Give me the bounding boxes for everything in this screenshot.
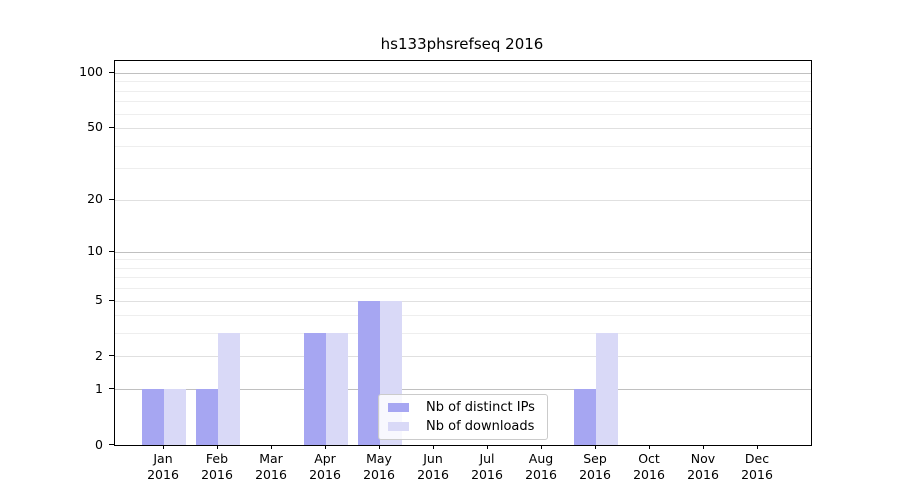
gridline-minor-40 — [115, 145, 811, 147]
gridline-50 — [115, 127, 811, 129]
chart-title: hs133phsrefseq 2016 — [380, 35, 544, 53]
y-tick-label-5: 5 — [95, 292, 103, 308]
bar-distinct-ips-sep — [574, 389, 596, 445]
legend-entry-distinct-ips: Nb of distinct IPs — [379, 398, 547, 417]
x-tick-mark-oct — [648, 445, 650, 449]
x-tick-mark-feb — [216, 445, 218, 449]
x-tick-mark-nov — [702, 445, 704, 449]
gridline-minor-4 — [115, 315, 811, 317]
x-tick-label-jul: Jul 2016 — [471, 451, 503, 482]
legend: Nb of distinct IPs Nb of downloads — [378, 394, 548, 440]
gridline-20 — [115, 199, 811, 201]
x-tick-mark-may — [378, 445, 380, 449]
y-tick-mark-1 — [109, 388, 114, 390]
x-tick-mark-dec — [756, 445, 758, 449]
x-tick-mark-jun — [432, 445, 434, 449]
y-tick-mark-100 — [109, 71, 114, 73]
gridline-5 — [115, 300, 811, 302]
bar-distinct-ips-feb — [196, 389, 218, 445]
x-tick-mark-aug — [540, 445, 542, 449]
y-tick-label-1: 1 — [95, 380, 103, 396]
bar-downloads-feb — [218, 333, 240, 445]
x-tick-label-jan: Jan 2016 — [147, 451, 179, 482]
y-tick-mark-2 — [109, 355, 114, 357]
y-tick-label-10: 10 — [87, 243, 103, 259]
x-tick-mark-sep — [594, 445, 596, 449]
bar-downloads-jan — [164, 389, 186, 445]
gridline-100 — [115, 72, 811, 74]
y-tick-mark-0 — [109, 444, 114, 445]
y-tick-label-20: 20 — [87, 191, 103, 206]
y-tick-label-0: 0 — [95, 436, 103, 452]
gridline-minor-9 — [115, 259, 811, 261]
bar-distinct-ips-apr — [304, 333, 326, 445]
x-tick-mark-apr — [324, 445, 326, 449]
plot-area: Nb of distinct IPs Nb of downloads — [114, 60, 812, 446]
bar-downloads-apr — [326, 333, 348, 445]
gridline-minor-70 — [115, 101, 811, 103]
x-tick-label-apr: Apr 2016 — [309, 451, 341, 482]
bar-distinct-ips-may — [358, 300, 380, 445]
gridline-minor-80 — [115, 90, 811, 92]
x-tick-label-nov: Nov 2016 — [687, 451, 719, 482]
x-tick-label-feb: Feb 2016 — [201, 451, 233, 482]
legend-label-distinct-ips: Nb of distinct IPs — [426, 400, 535, 415]
x-tick-label-jun: Jun 2016 — [417, 451, 449, 482]
bar-distinct-ips-jan — [142, 389, 164, 445]
y-tick-mark-10 — [109, 250, 114, 252]
x-tick-mark-mar — [270, 445, 272, 449]
y-tick-mark-20 — [109, 198, 114, 200]
x-tick-label-dec: Dec 2016 — [741, 451, 773, 482]
gridline-10 — [115, 251, 811, 253]
gridline-minor-90 — [115, 81, 811, 83]
x-tick-label-aug: Aug 2016 — [525, 451, 557, 482]
legend-swatch-downloads — [388, 422, 409, 431]
y-tick-mark-50 — [109, 126, 114, 128]
y-tick-mark-5 — [109, 299, 114, 301]
legend-label-downloads: Nb of downloads — [426, 419, 535, 434]
y-tick-label-50: 50 — [87, 119, 103, 135]
x-tick-label-may: May 2016 — [363, 451, 395, 482]
x-tick-mark-jul — [486, 445, 488, 449]
y-tick-label-100: 100 — [79, 64, 103, 80]
gridline-minor-60 — [115, 113, 811, 115]
gridline-minor-6 — [115, 288, 811, 290]
y-tick-label-2: 2 — [95, 347, 103, 363]
x-tick-label-sep: Sep 2016 — [579, 451, 611, 482]
x-tick-label-mar: Mar 2016 — [255, 451, 287, 482]
legend-swatch-distinct-ips — [388, 403, 409, 412]
x-tick-label-oct: Oct 2016 — [633, 451, 665, 482]
bar-downloads-sep — [596, 333, 618, 445]
gridline-minor-30 — [115, 168, 811, 170]
x-tick-mark-jan — [162, 445, 164, 449]
gridline-minor-8 — [115, 267, 811, 269]
gridline-minor-7 — [115, 277, 811, 279]
legend-entry-downloads: Nb of downloads — [379, 417, 547, 436]
